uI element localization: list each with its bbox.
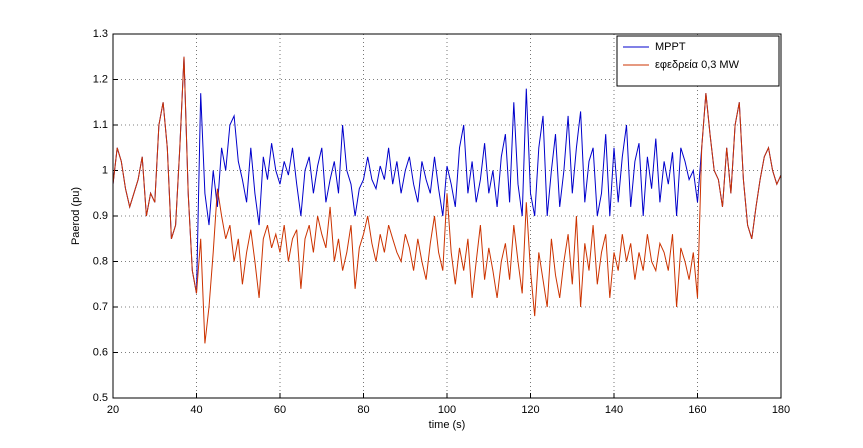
x-tick-label: 100 bbox=[438, 404, 456, 416]
legend-label: εφεδρεία 0,3 MW bbox=[655, 59, 740, 71]
y-tick-label: 0.5 bbox=[93, 392, 108, 404]
legend-label: MPPT bbox=[655, 41, 686, 53]
y-axis-label: Paerod (pu) bbox=[70, 187, 82, 245]
y-tick-label: 1.3 bbox=[93, 28, 108, 40]
y-tick-label: 0.9 bbox=[93, 210, 108, 222]
y-tick-label: 1.1 bbox=[93, 119, 108, 131]
y-tick-label: 0.6 bbox=[93, 346, 108, 358]
x-tick-label: 140 bbox=[605, 404, 623, 416]
y-tick-label: 0.8 bbox=[93, 255, 108, 267]
x-tick-label: 60 bbox=[274, 404, 286, 416]
x-tick-label: 160 bbox=[688, 404, 706, 416]
x-tick-label: 20 bbox=[107, 404, 119, 416]
x-tick-label: 180 bbox=[772, 404, 790, 416]
x-tick-label: 40 bbox=[190, 404, 202, 416]
x-tick-label: 80 bbox=[357, 404, 369, 416]
series-line bbox=[112, 56, 782, 344]
y-tick-label: 1 bbox=[102, 164, 108, 176]
y-tick-label: 0.7 bbox=[93, 301, 108, 313]
x-axis-label: time (s) bbox=[429, 419, 466, 431]
x-tick-label: 120 bbox=[521, 404, 539, 416]
legend-box bbox=[616, 35, 780, 87]
axes-box bbox=[112, 33, 782, 399]
y-tick-label: 1.2 bbox=[93, 73, 108, 85]
series-line bbox=[112, 56, 782, 294]
